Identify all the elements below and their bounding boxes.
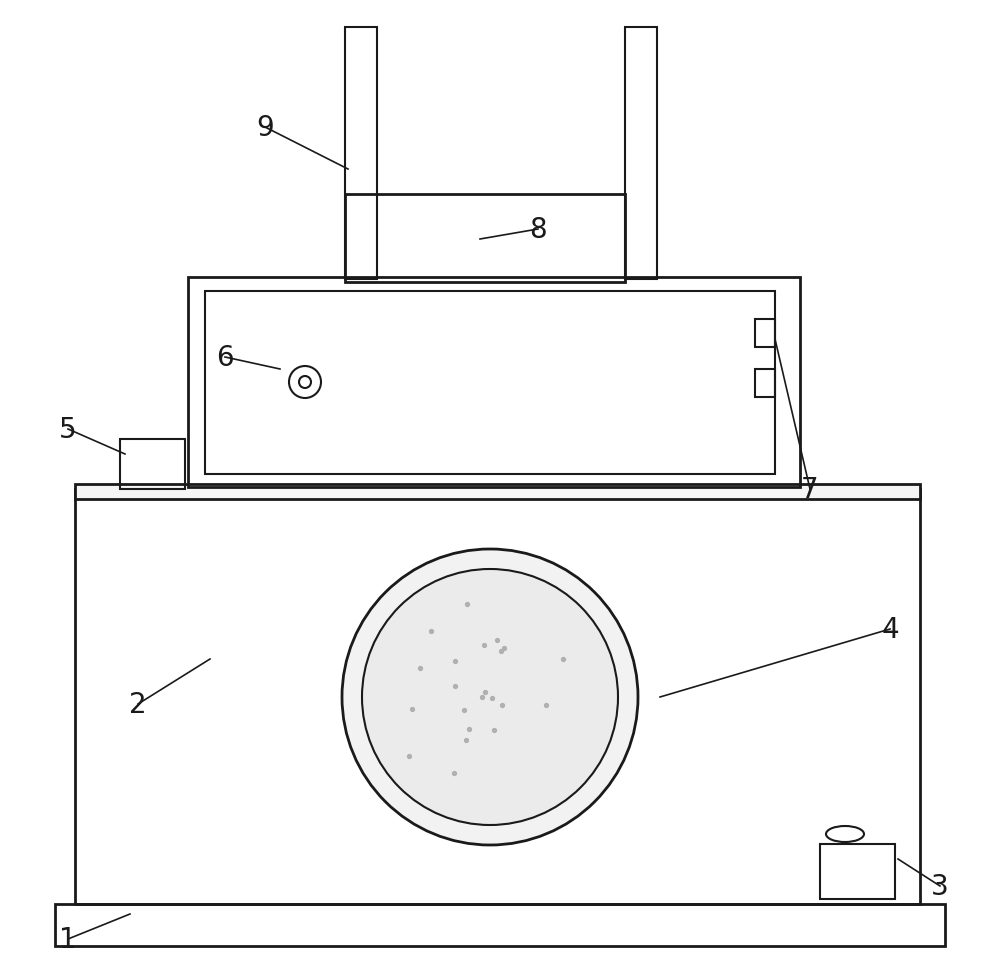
Bar xyxy=(820,844,895,899)
Bar xyxy=(75,489,920,904)
Bar xyxy=(755,319,775,348)
Bar xyxy=(75,485,920,499)
Circle shape xyxy=(342,549,638,845)
Text: 7: 7 xyxy=(801,476,819,503)
Bar xyxy=(345,28,377,279)
Bar xyxy=(345,194,625,282)
Text: 8: 8 xyxy=(529,216,547,243)
Text: 5: 5 xyxy=(59,415,77,444)
Text: 6: 6 xyxy=(216,344,234,371)
Text: 1: 1 xyxy=(59,925,77,953)
Bar xyxy=(188,277,800,488)
Bar xyxy=(625,28,657,279)
Circle shape xyxy=(362,570,618,826)
Text: 9: 9 xyxy=(256,114,274,142)
Bar xyxy=(755,369,775,398)
Bar xyxy=(120,440,185,489)
Text: 4: 4 xyxy=(881,616,899,643)
Bar xyxy=(55,904,945,946)
Text: 2: 2 xyxy=(129,691,147,718)
Bar xyxy=(205,292,775,475)
Text: 3: 3 xyxy=(931,872,949,900)
